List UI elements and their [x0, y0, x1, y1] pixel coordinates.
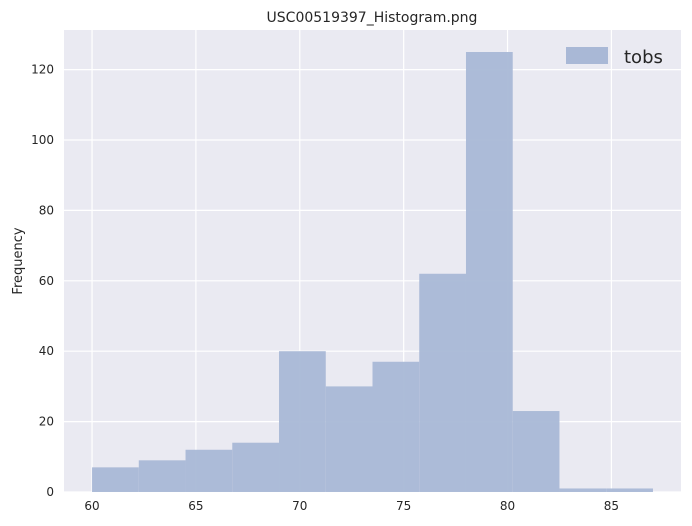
histogram-bar [325, 386, 373, 492]
y-axis-label: Frequency [11, 227, 26, 294]
histogram-bar [606, 488, 653, 492]
histogram-bar [465, 52, 513, 492]
legend: tobs [566, 47, 663, 68]
histogram-bar [138, 460, 186, 492]
x-tick-label: 65 [188, 499, 203, 513]
x-tick-label: 80 [500, 499, 515, 513]
x-tick-label: 75 [396, 499, 411, 513]
histogram-bar [512, 411, 560, 492]
histogram-bar [279, 351, 326, 492]
histogram-bar [372, 361, 420, 492]
y-tick-label: 60 [39, 274, 54, 288]
x-tick-label: 85 [604, 499, 619, 513]
histogram-bar [185, 449, 233, 492]
x-tick-label: 60 [84, 499, 99, 513]
legend-swatch-tobs [566, 47, 608, 64]
y-tick-label: 40 [39, 344, 54, 358]
y-axis-ticks: 0 20 40 60 80 100 120 [31, 63, 54, 499]
y-tick-label: 0 [46, 485, 54, 499]
y-tick-label: 100 [31, 133, 54, 147]
histogram-bar [419, 273, 466, 492]
histogram-bar [559, 488, 607, 492]
y-tick-label: 20 [39, 415, 54, 429]
histogram-bars [92, 52, 653, 492]
legend-label-tobs: tobs [624, 47, 663, 68]
y-tick-label: 120 [31, 63, 54, 77]
grid-lines [64, 30, 681, 493]
histogram-bar [232, 442, 280, 492]
chart-title: USC00519397_Histogram.png [267, 10, 478, 26]
histogram-bar [92, 467, 139, 492]
y-tick-label: 80 [39, 203, 54, 217]
x-axis-ticks: 60 65 70 75 80 85 [84, 499, 619, 513]
x-tick-label: 70 [292, 499, 307, 513]
